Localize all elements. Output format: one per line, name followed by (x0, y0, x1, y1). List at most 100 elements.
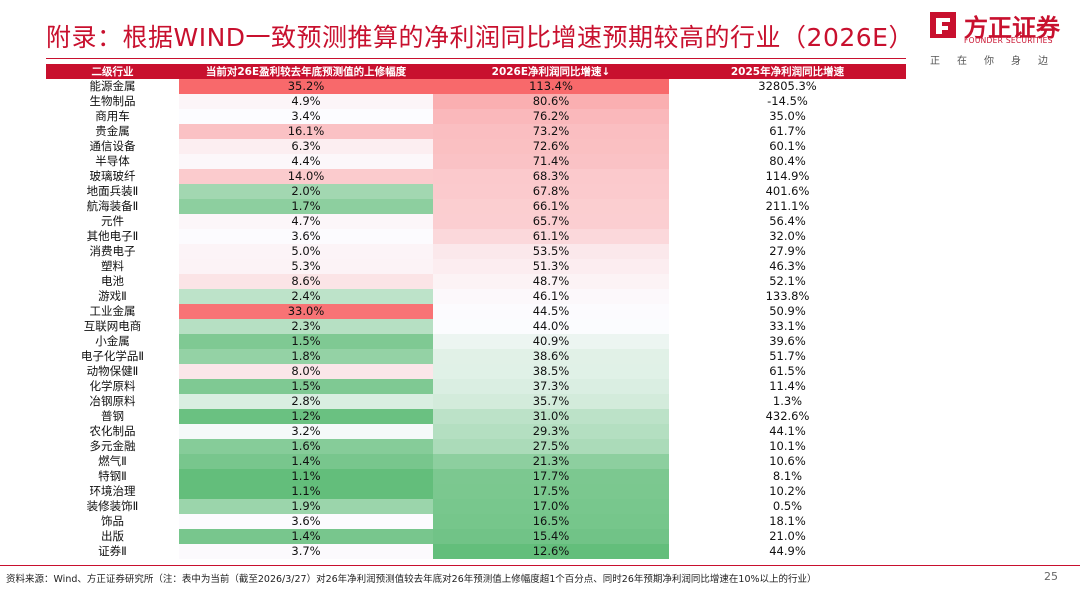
industry-cell: 玻璃玻纤 (46, 169, 179, 184)
revision-cell: 2.4% (179, 289, 433, 304)
growth-2026e-cell: 80.6% (433, 94, 669, 109)
industry-cell: 元件 (46, 214, 179, 229)
revision-cell: 8.6% (179, 274, 433, 289)
table-row: 消费电子 5.0% 53.5% 27.9% (46, 244, 906, 259)
revision-cell: 1.1% (179, 484, 433, 499)
growth-2025-cell: 11.4% (669, 379, 906, 394)
table-row: 地面兵装Ⅱ 2.0% 67.8% 401.6% (46, 184, 906, 199)
table-row: 贵金属 16.1% 73.2% 61.7% (46, 124, 906, 139)
table-row: 互联网电商 2.3% 44.0% 33.1% (46, 319, 906, 334)
growth-2026e-cell: 68.3% (433, 169, 669, 184)
industry-growth-table: 二级行业 当前对26E盈利较去年底预测值的上修幅度 2026E净利润同比增速↓ … (46, 64, 906, 559)
growth-2025-cell: 21.0% (669, 529, 906, 544)
table-row: 电子化学品Ⅱ 1.8% 38.6% 51.7% (46, 349, 906, 364)
company-logo: 方正证券 FOUNDER SECURITIES 正在你身边 (928, 8, 1068, 68)
revision-cell: 1.1% (179, 469, 433, 484)
table-row: 通信设备 6.3% 72.6% 60.1% (46, 139, 906, 154)
industry-cell: 生物制品 (46, 94, 179, 109)
industry-cell: 多元金融 (46, 439, 179, 454)
growth-2026e-cell: 31.0% (433, 409, 669, 424)
revision-cell: 1.6% (179, 439, 433, 454)
revision-cell: 14.0% (179, 169, 433, 184)
revision-cell: 4.4% (179, 154, 433, 169)
industry-cell: 游戏Ⅱ (46, 289, 179, 304)
table-row: 燃气Ⅱ 1.4% 21.3% 10.6% (46, 454, 906, 469)
growth-2025-cell: 51.7% (669, 349, 906, 364)
table-row: 饰品 3.6% 16.5% 18.1% (46, 514, 906, 529)
growth-2026e-cell: 113.4% (433, 79, 669, 94)
growth-2025-cell: 18.1% (669, 514, 906, 529)
growth-2025-cell: 133.8% (669, 289, 906, 304)
revision-cell: 3.4% (179, 109, 433, 124)
growth-2026e-cell: 71.4% (433, 154, 669, 169)
growth-2026e-cell: 53.5% (433, 244, 669, 259)
revision-cell: 1.4% (179, 454, 433, 469)
growth-2026e-cell: 37.3% (433, 379, 669, 394)
industry-cell: 塑料 (46, 259, 179, 274)
growth-2025-cell: 39.6% (669, 334, 906, 349)
table-header-row: 二级行业 当前对26E盈利较去年底预测值的上修幅度 2026E净利润同比增速↓ … (46, 64, 906, 79)
revision-cell: 1.4% (179, 529, 433, 544)
table-body: 能源金属 35.2% 113.4% 32805.3% 生物制品 4.9% 80.6% -14.… (46, 79, 906, 559)
revision-cell: 1.5% (179, 334, 433, 349)
industry-cell: 商用车 (46, 109, 179, 124)
table-row: 多元金融 1.6% 27.5% 10.1% (46, 439, 906, 454)
page-number: 25 (1044, 570, 1058, 583)
table-row: 普钢 1.2% 31.0% 432.6% (46, 409, 906, 424)
industry-cell: 通信设备 (46, 139, 179, 154)
revision-cell: 35.2% (179, 79, 433, 94)
revision-cell: 5.3% (179, 259, 433, 274)
growth-2026e-cell: 44.0% (433, 319, 669, 334)
table-row: 游戏Ⅱ 2.4% 46.1% 133.8% (46, 289, 906, 304)
industry-cell: 特钢Ⅱ (46, 469, 179, 484)
revision-cell: 1.9% (179, 499, 433, 514)
revision-cell: 1.2% (179, 409, 433, 424)
growth-2025-cell: -14.5% (669, 94, 906, 109)
revision-cell: 16.1% (179, 124, 433, 139)
table-row: 装修装饰Ⅱ 1.9% 17.0% 0.5% (46, 499, 906, 514)
industry-cell: 贵金属 (46, 124, 179, 139)
growth-2026e-cell: 48.7% (433, 274, 669, 289)
growth-2025-cell: 32.0% (669, 229, 906, 244)
growth-2025-cell: 1.3% (669, 394, 906, 409)
industry-cell: 电子化学品Ⅱ (46, 349, 179, 364)
table-row: 玻璃玻纤 14.0% 68.3% 114.9% (46, 169, 906, 184)
growth-2026e-cell: 35.7% (433, 394, 669, 409)
growth-2026e-cell: 44.5% (433, 304, 669, 319)
growth-2025-cell: 10.1% (669, 439, 906, 454)
growth-2025-cell: 10.6% (669, 454, 906, 469)
founder-logo-icon (930, 12, 956, 38)
growth-2026e-cell: 12.6% (433, 544, 669, 559)
table-row: 商用车 3.4% 76.2% 35.0% (46, 109, 906, 124)
growth-2025-cell: 401.6% (669, 184, 906, 199)
growth-2025-cell: 33.1% (669, 319, 906, 334)
growth-2025-cell: 50.9% (669, 304, 906, 319)
growth-2025-cell: 0.5% (669, 499, 906, 514)
revision-cell: 1.7% (179, 199, 433, 214)
growth-2025-cell: 61.7% (669, 124, 906, 139)
revision-cell: 3.6% (179, 229, 433, 244)
logo-slogan: 正在你身边 (930, 56, 1065, 67)
table-row: 环境治理 1.1% 17.5% 10.2% (46, 484, 906, 499)
industry-cell: 工业金属 (46, 304, 179, 319)
table-row: 元件 4.7% 65.7% 56.4% (46, 214, 906, 229)
growth-2026e-cell: 61.1% (433, 229, 669, 244)
table-row: 动物保健Ⅱ 8.0% 38.5% 61.5% (46, 364, 906, 379)
industry-cell: 出版 (46, 529, 179, 544)
growth-2026e-cell: 72.6% (433, 139, 669, 154)
header-industry: 二级行业 (46, 64, 179, 79)
growth-2025-cell: 35.0% (669, 109, 906, 124)
revision-cell: 1.5% (179, 379, 433, 394)
industry-cell: 地面兵装Ⅱ (46, 184, 179, 199)
table-row: 工业金属 33.0% 44.5% 50.9% (46, 304, 906, 319)
growth-2025-cell: 44.9% (669, 544, 906, 559)
revision-cell: 4.7% (179, 214, 433, 229)
growth-2025-cell: 56.4% (669, 214, 906, 229)
growth-2026e-cell: 66.1% (433, 199, 669, 214)
industry-cell: 动物保健Ⅱ (46, 364, 179, 379)
table-row: 半导体 4.4% 71.4% 80.4% (46, 154, 906, 169)
revision-cell: 3.2% (179, 424, 433, 439)
industry-cell: 装修装饰Ⅱ (46, 499, 179, 514)
table-row: 特钢Ⅱ 1.1% 17.7% 8.1% (46, 469, 906, 484)
header-growth-2026e[interactable]: 2026E净利润同比增速↓ (433, 64, 669, 79)
